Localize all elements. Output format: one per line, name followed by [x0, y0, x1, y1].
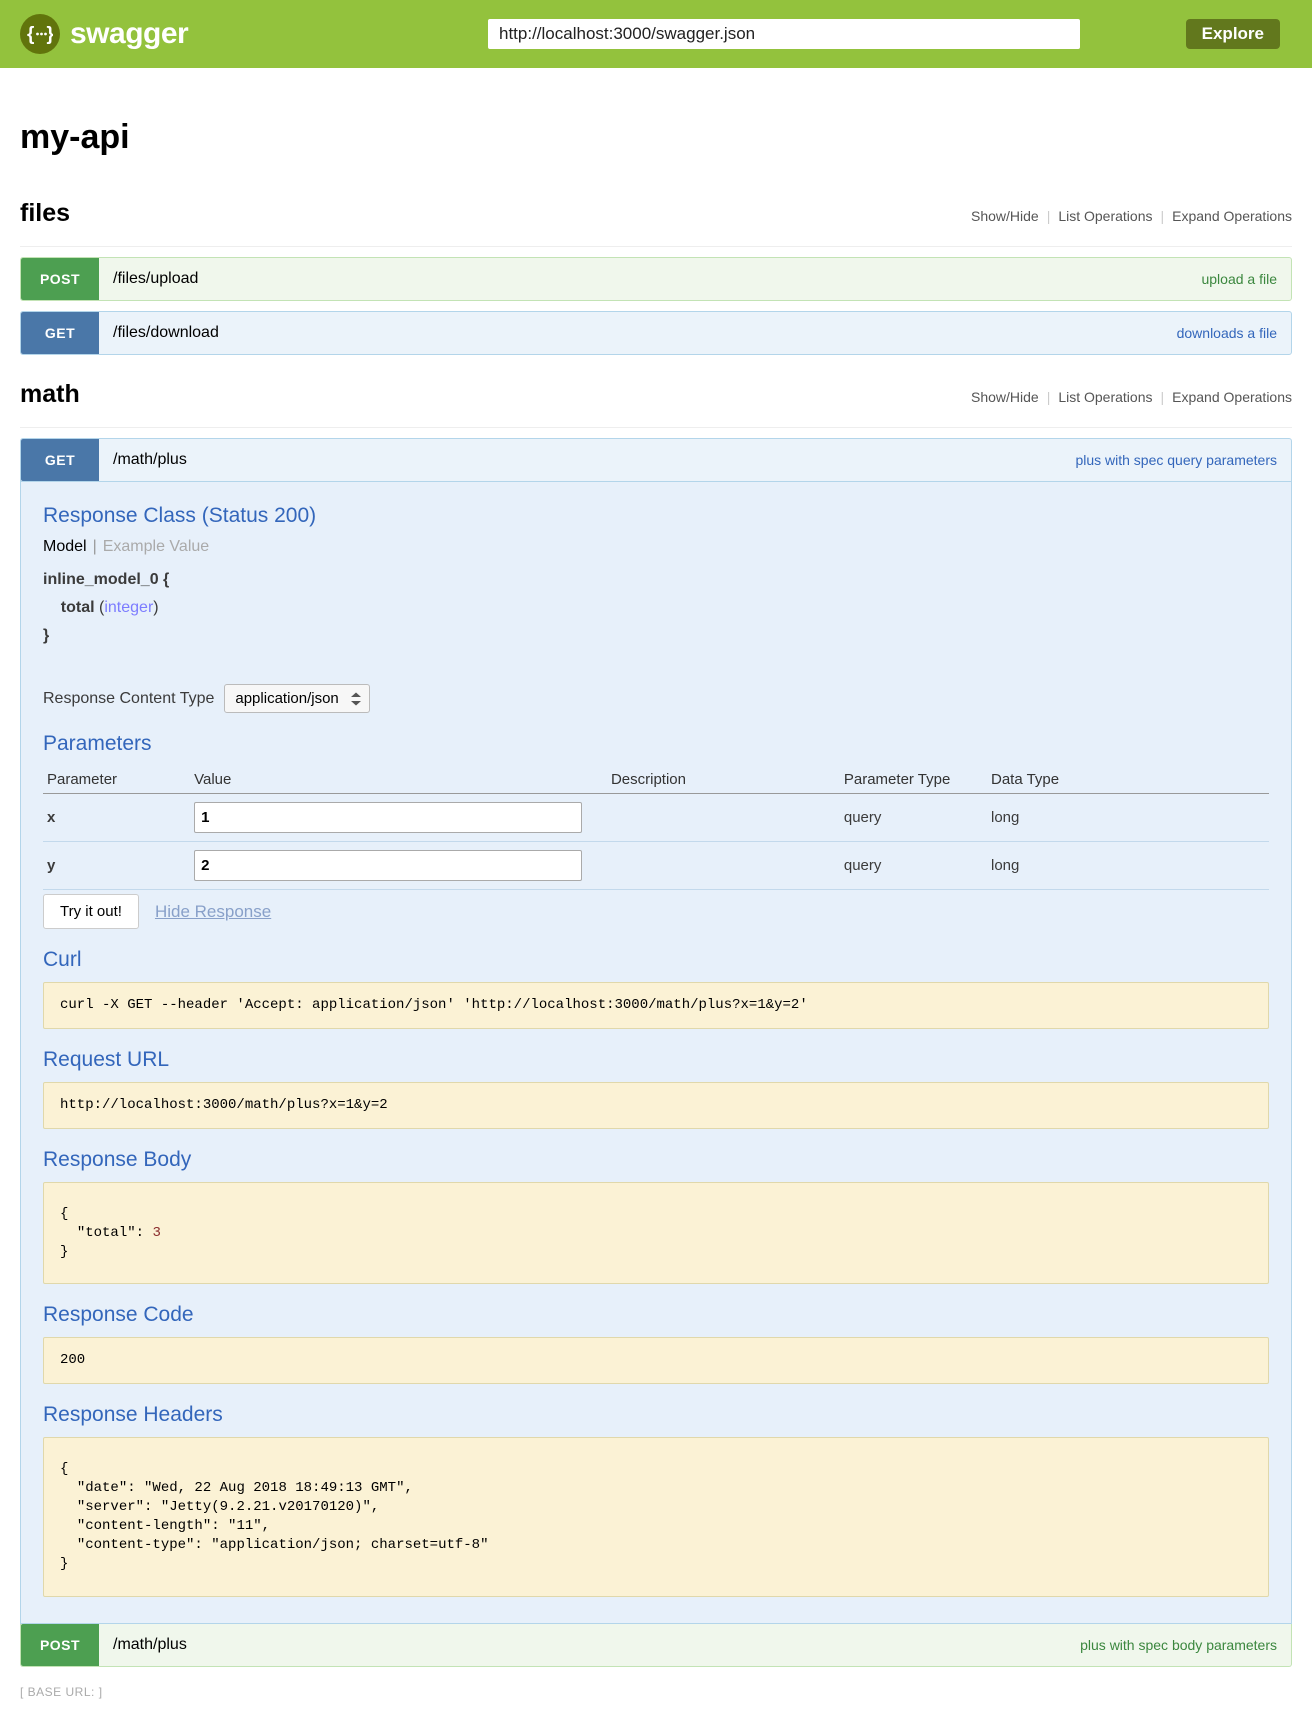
svg-text:}: } — [47, 24, 54, 45]
svg-text:{: { — [27, 24, 34, 45]
